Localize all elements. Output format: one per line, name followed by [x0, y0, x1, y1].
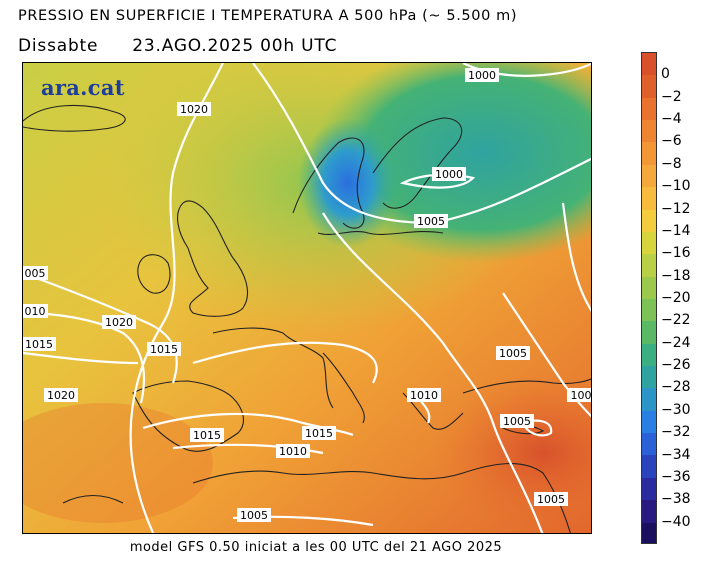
isobar-label: 1005: [240, 509, 268, 522]
colorbar-label: 0: [661, 66, 670, 83]
colorbar-segment: [642, 164, 656, 188]
isobar-label: 1015: [25, 338, 53, 351]
colorbar-label: −4: [661, 111, 682, 128]
isobar-label: 100: [571, 389, 592, 402]
colorbar-label: −6: [661, 133, 682, 150]
isobar-label: 1020: [105, 316, 133, 329]
weather-map: 1000 1020 1000 1005 005 010 1020 1015 10…: [22, 62, 592, 534]
colorbar-label: −40: [661, 513, 691, 530]
isobar-label: 1015: [150, 343, 178, 356]
colorbar-label: −24: [661, 334, 691, 351]
colorbar-label: −20: [661, 290, 691, 306]
colorbar-segment: [642, 254, 656, 277]
warm-zone-atlantic: [23, 403, 213, 523]
isobar-label: 1005: [537, 493, 565, 506]
colorbar-segment: [642, 321, 656, 344]
colorbar-labels: 0 −2 −4 −6 −8 −10 −12 −14 −16 −18 −20 −22 −24 −26 −28 −…: [661, 52, 721, 544]
isobar-label: 1020: [180, 103, 208, 116]
colorbar-segment: [642, 388, 656, 411]
colorbar-label: −10: [661, 178, 691, 195]
colorbar-segment: [642, 187, 656, 210]
colorbar-segment: [642, 433, 656, 456]
forecast-day: Dissabte: [18, 36, 99, 56]
colorbar-label: −30: [661, 401, 691, 418]
colorbar-label: −18: [661, 267, 691, 284]
colorbar-label: −16: [661, 245, 691, 262]
isobar-label: 1000: [468, 69, 496, 82]
colorbar-segment: [642, 366, 656, 389]
isobar-lines: [23, 63, 591, 533]
colorbar-segment: [642, 53, 656, 76]
colorbar-segment: [642, 477, 656, 501]
colorbar-segment: [642, 276, 656, 299]
colorbar-label: −22: [661, 312, 691, 329]
map-canvas: 1000 1020 1000 1005 005 010 1020 1015 10…: [23, 63, 592, 533]
colorbar-label: −28: [661, 379, 691, 396]
colorbar-label: −32: [661, 424, 691, 441]
isobar-label: 1020: [47, 389, 75, 402]
colorbar-segment: [642, 209, 656, 232]
isobar-label: 010: [25, 305, 46, 318]
colorbar-label: −36: [661, 468, 691, 485]
isobar-labels: 1000 1020 1000 1005 005 010 1020 1015 10…: [23, 68, 592, 522]
model-info-footer: model GFS 0.50 iniciat a les 00 UTC del …: [129, 540, 503, 555]
colorbar-label: −14: [661, 222, 691, 239]
chart-title: PRESSIO EN SUPERFICIE I TEMPERATURA A 50…: [18, 8, 518, 24]
cold-core-scandinavia: [298, 118, 398, 248]
ara-cat-logo: ara.cat: [41, 75, 125, 100]
colorbar-segment: [642, 120, 656, 143]
colorbar-segment: [642, 298, 656, 322]
isobar-label: 1005: [499, 347, 527, 360]
colorbar-segment: [642, 455, 656, 478]
isobar-label: 1005: [503, 415, 531, 428]
colorbar-segment: [642, 142, 656, 165]
colorbar-segment: [642, 410, 656, 434]
colorbar-segment: [642, 343, 656, 367]
isobar-label: 005: [25, 267, 46, 280]
isobar-label: 1000: [435, 168, 463, 181]
colorbar-segment: [642, 75, 656, 98]
forecast-date: 23.AGO.2025 00h UTC: [132, 36, 338, 56]
isobar-label: 1015: [193, 429, 221, 442]
colorbar-label: −38: [661, 491, 691, 508]
colorbar-label: −26: [661, 357, 691, 374]
colorbar-label: −2: [661, 88, 682, 105]
isobar-label: 1010: [410, 389, 438, 402]
temperature-colorbar: [641, 52, 657, 544]
isobar-label: 1010: [279, 445, 307, 458]
colorbar-label: −12: [661, 200, 691, 217]
colorbar-label: −34: [661, 446, 691, 463]
colorbar-segment: [642, 500, 656, 523]
colorbar-segment: [642, 97, 656, 121]
isobar-label: 1015: [305, 427, 333, 440]
isobar-label: 1005: [417, 215, 445, 228]
forecast-date-line: Dissabte 23.AGO.2025 00h UTC: [18, 36, 337, 56]
colorbar-segment: [642, 522, 656, 543]
colorbar-segment: [642, 231, 656, 255]
colorbar-label: −8: [661, 155, 682, 172]
